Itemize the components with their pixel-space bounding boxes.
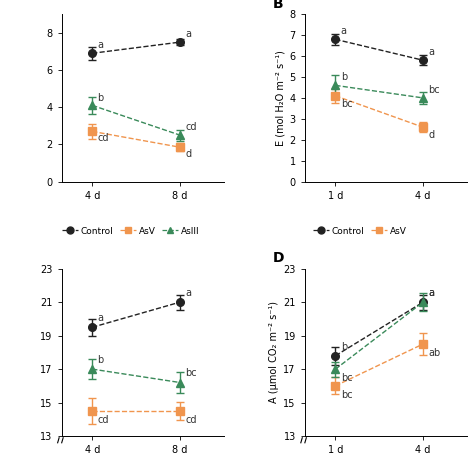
- Text: d: d: [185, 149, 191, 159]
- Text: d: d: [428, 130, 435, 140]
- Legend: Control, AsV, AsIII: Control, AsV, AsIII: [58, 223, 203, 239]
- Text: cd: cd: [98, 415, 109, 425]
- Text: D: D: [273, 251, 284, 265]
- Text: b: b: [98, 355, 104, 365]
- Text: a: a: [185, 288, 191, 298]
- Text: bc: bc: [341, 374, 352, 383]
- Text: cd: cd: [185, 122, 197, 132]
- Text: b: b: [341, 72, 347, 82]
- Text: bc: bc: [341, 99, 352, 109]
- Text: a: a: [341, 26, 346, 36]
- Y-axis label: E (mol H₂O m⁻² s⁻¹): E (mol H₂O m⁻² s⁻¹): [275, 50, 285, 146]
- Text: b: b: [341, 342, 347, 352]
- Text: a: a: [428, 288, 434, 298]
- Text: b: b: [98, 92, 104, 102]
- Text: bc: bc: [341, 390, 352, 400]
- Text: a: a: [428, 47, 434, 57]
- Legend: Control, AsV: Control, AsV: [310, 223, 410, 239]
- Text: a: a: [428, 288, 434, 298]
- Text: bc: bc: [428, 85, 440, 95]
- Text: cd: cd: [185, 415, 197, 425]
- Text: bc: bc: [185, 368, 197, 378]
- Text: a: a: [185, 29, 191, 39]
- Y-axis label: A (μmol CO₂ m⁻² s⁻¹): A (μmol CO₂ m⁻² s⁻¹): [269, 301, 279, 403]
- Text: a: a: [98, 40, 103, 51]
- Text: cd: cd: [98, 133, 109, 143]
- Text: B: B: [273, 0, 283, 10]
- Text: a: a: [98, 313, 103, 323]
- Text: ab: ab: [428, 348, 441, 358]
